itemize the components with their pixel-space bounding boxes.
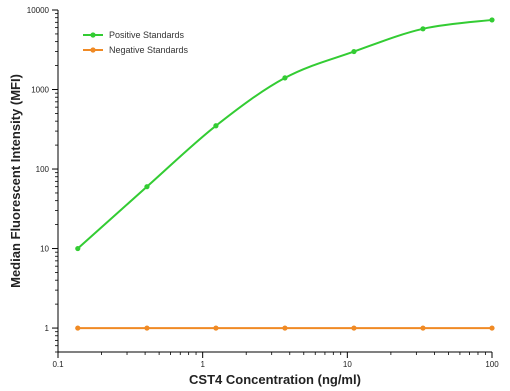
legend-swatch-marker — [90, 32, 96, 38]
data-point — [420, 26, 426, 32]
data-point — [489, 17, 495, 23]
y-axis-label: Median Fluorescent Intensity (MFI) — [8, 74, 23, 288]
x-tick-label: 1 — [200, 360, 205, 369]
data-point — [75, 245, 81, 252]
legend-label: Negative Standards — [109, 45, 189, 55]
data-point — [144, 325, 150, 331]
data-point — [213, 123, 219, 129]
data-point — [420, 325, 426, 331]
data-point — [282, 325, 288, 331]
data-point — [213, 325, 219, 331]
legend-label: Positive Standards — [109, 30, 185, 40]
data-point — [351, 48, 357, 55]
y-tick-label: 10 — [40, 245, 49, 254]
series-1 — [75, 325, 495, 331]
x-ticks: 0.1 1 10 100 — [52, 352, 499, 369]
axes — [57, 10, 492, 353]
legend: Positive Standards Negative Standards — [83, 30, 189, 55]
legend-item: Positive Standards — [83, 30, 185, 40]
y-tick-label: 1000 — [31, 86, 49, 95]
series-0 — [75, 17, 495, 252]
series-layer — [75, 17, 495, 331]
x-tick-label: 10 — [343, 360, 352, 369]
data-point — [144, 184, 150, 190]
data-point — [282, 75, 288, 81]
x-axis-label: CST4 Concentration (ng/ml) — [189, 372, 361, 387]
data-point — [75, 325, 81, 331]
y-tick-label: 10000 — [27, 6, 50, 15]
y-ticks: 1 10 100 1000 10000 — [27, 6, 58, 353]
legend-swatch-marker — [90, 47, 96, 53]
data-point — [351, 325, 357, 331]
y-tick-label: 1 — [45, 324, 50, 333]
legend-item: Negative Standards — [83, 45, 189, 55]
x-tick-label: 100 — [485, 360, 499, 369]
x-tick-label: 0.1 — [52, 360, 64, 369]
data-point — [489, 325, 495, 331]
y-tick-label: 100 — [36, 165, 50, 174]
